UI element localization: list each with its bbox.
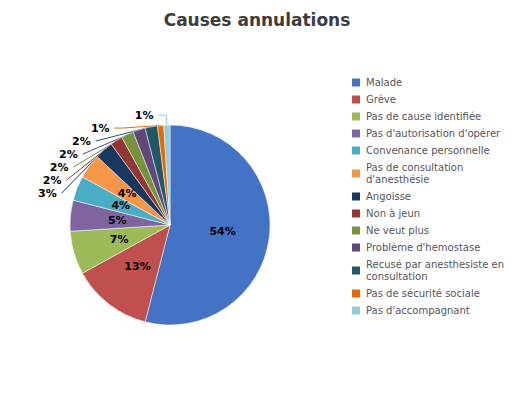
svg-text:d'anesthésie: d'anesthésie <box>366 174 429 185</box>
svg-text:consultation: consultation <box>366 271 427 282</box>
svg-text:Convenance personnelle: Convenance personnelle <box>366 145 490 156</box>
svg-text:1%: 1% <box>135 109 154 122</box>
svg-text:Pas de cause identifiée: Pas de cause identifiée <box>366 111 481 122</box>
svg-text:2%: 2% <box>43 174 62 187</box>
svg-text:54%: 54% <box>209 225 235 238</box>
svg-text:Pas d'accompagnant: Pas d'accompagnant <box>366 305 470 316</box>
svg-text:Malade: Malade <box>366 77 402 88</box>
svg-text:Pas de sécurité sociale: Pas de sécurité sociale <box>366 288 480 299</box>
svg-text:2%: 2% <box>59 148 78 161</box>
svg-text:3%: 3% <box>38 187 57 200</box>
svg-text:1%: 1% <box>91 122 110 135</box>
svg-text:2%: 2% <box>72 135 91 148</box>
svg-text:Ne veut plus: Ne veut plus <box>366 225 429 236</box>
svg-text:Non à jeun: Non à jeun <box>366 208 420 219</box>
svg-text:7%: 7% <box>110 233 129 246</box>
svg-text:13%: 13% <box>124 260 150 273</box>
svg-text:Grève: Grève <box>366 94 396 105</box>
svg-text:Pas de consultation: Pas de consultation <box>366 162 463 173</box>
svg-text:Causes annulations: Causes annulations <box>164 10 351 30</box>
svg-text:4%: 4% <box>118 187 137 200</box>
svg-text:Pas d'autorisation d'opérer: Pas d'autorisation d'opérer <box>366 128 501 139</box>
svg-text:Problème d'hemostase: Problème d'hemostase <box>366 242 480 253</box>
svg-text:Recusé par anesthesiste en: Recusé par anesthesiste en <box>366 259 504 270</box>
svg-text:Angoisse: Angoisse <box>366 191 411 202</box>
svg-text:5%: 5% <box>108 214 127 227</box>
svg-text:4%: 4% <box>111 199 130 212</box>
svg-text:2%: 2% <box>50 161 69 174</box>
